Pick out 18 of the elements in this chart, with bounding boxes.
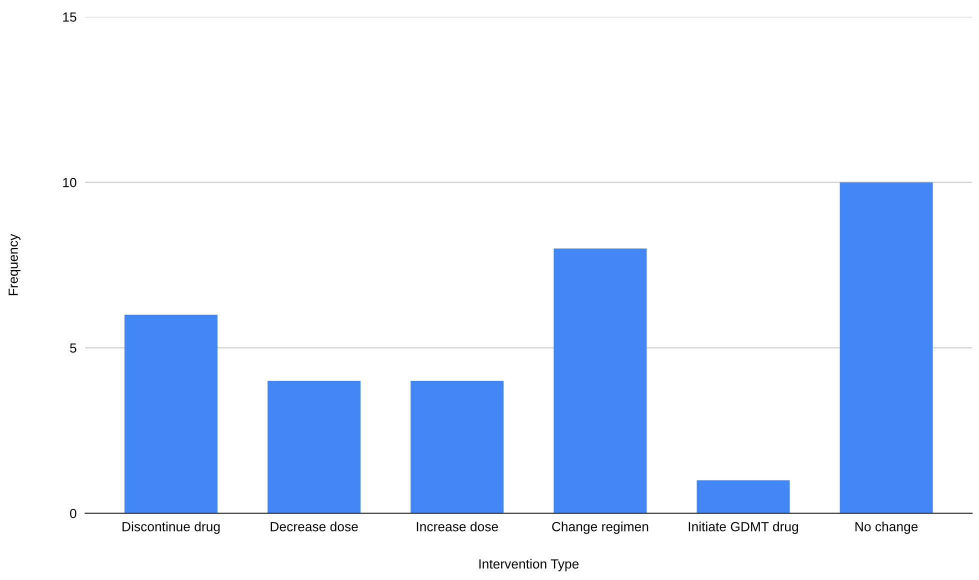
x-tick-label: Change regimen (552, 522, 648, 534)
bar (696, 480, 790, 514)
y-axis-title: Frequency (8, 234, 20, 296)
bar (268, 380, 361, 514)
bar (124, 314, 218, 514)
x-tick-label: Decrease dose (270, 522, 358, 532)
bar (554, 248, 647, 514)
x-axis-title: Intervention Type (479, 558, 579, 572)
x-tick-label: Increase dose (416, 522, 498, 532)
x-tick-label: No change (855, 522, 918, 534)
bar (410, 380, 504, 514)
x-tick-label: Initiate GDMT drug (688, 522, 798, 534)
x-tick-label: Discontinue drug (122, 522, 220, 534)
y-tick-label: 0 (70, 508, 76, 518)
y-tick-label: 5 (70, 344, 76, 353)
y-tick-label: 15 (63, 12, 76, 22)
y-tick-label: 10 (63, 178, 76, 188)
bar (840, 182, 933, 514)
